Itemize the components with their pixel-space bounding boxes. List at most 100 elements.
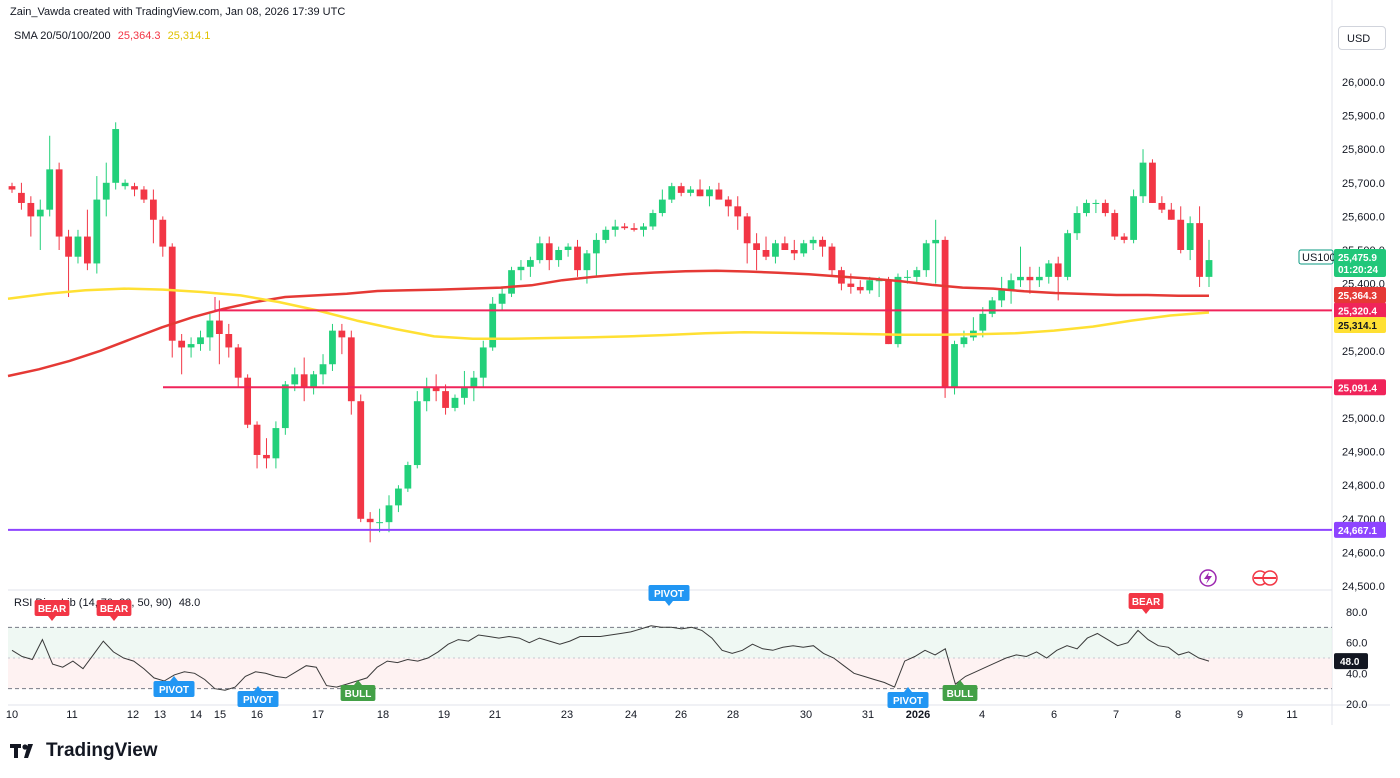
time-tick-label: 17 bbox=[312, 709, 324, 721]
candle-body bbox=[1017, 276, 1024, 281]
candle-body bbox=[178, 340, 186, 348]
candle-body bbox=[140, 189, 148, 200]
candle-body bbox=[1158, 202, 1166, 210]
rsi-tag-bear[interactable]: BEAR bbox=[1128, 593, 1164, 614]
rsi-tag-arrow bbox=[110, 616, 118, 621]
candle-body bbox=[1177, 219, 1185, 250]
sma-legend-label: SMA 20/50/100/200 bbox=[14, 30, 111, 42]
rsi-tag-arrow bbox=[48, 616, 56, 621]
candle-body bbox=[706, 189, 713, 197]
candle-body bbox=[960, 337, 968, 345]
candle-body bbox=[1083, 202, 1090, 214]
candle-body bbox=[1101, 202, 1109, 214]
candle-body bbox=[1120, 236, 1128, 240]
rsi-tag-arrow bbox=[1142, 609, 1150, 614]
candle-body bbox=[8, 186, 16, 190]
candle-body bbox=[1205, 260, 1213, 277]
rsi-tag-label: PIVOT bbox=[159, 685, 189, 696]
candle-body bbox=[809, 239, 817, 244]
time-tick-label: 16 bbox=[251, 709, 263, 721]
rsi-tag-box bbox=[237, 691, 279, 707]
candle-body bbox=[1130, 196, 1137, 240]
rsi-tag-label: BEAR bbox=[100, 604, 129, 615]
rsi-tag-pivot[interactable]: PIVOT bbox=[887, 687, 929, 708]
sma-legend-value-red: 25,364.3 bbox=[117, 30, 161, 42]
rsi-tag-box bbox=[340, 685, 376, 701]
candle-body bbox=[300, 374, 308, 388]
rsi-tag-pivot[interactable]: PIVOT bbox=[153, 676, 195, 697]
candle-body bbox=[951, 344, 958, 388]
candles-group bbox=[8, 122, 1213, 543]
candle-body bbox=[461, 387, 468, 398]
candle-body bbox=[347, 337, 355, 402]
lightning-icon-bolt bbox=[1204, 572, 1212, 584]
rsi-tag-bull[interactable]: BULL bbox=[942, 680, 978, 701]
rsi-tag-bull[interactable]: BULL bbox=[340, 680, 376, 701]
rsi-value-label: 48.0 bbox=[1340, 657, 1360, 668]
candle-body bbox=[828, 246, 836, 271]
rsi-tick-label: 60.0 bbox=[1346, 638, 1367, 650]
price-tick-label: 26,000.0 bbox=[1342, 77, 1385, 89]
candle-body bbox=[649, 213, 657, 227]
time-tick-label: 30 bbox=[800, 709, 812, 721]
sma-legend[interactable]: SMA 20/50/100/200 25,364.3 25,314.1 bbox=[14, 30, 210, 42]
rsi-tag-arrow bbox=[665, 601, 673, 606]
time-tick-label: 4 bbox=[979, 709, 985, 721]
rsi-tag-label: BEAR bbox=[1132, 597, 1161, 608]
candle-body bbox=[545, 243, 553, 261]
candle-body bbox=[291, 374, 299, 385]
candle-body bbox=[442, 391, 449, 408]
candle-body bbox=[885, 280, 892, 345]
rsi-tag-box bbox=[96, 600, 132, 616]
candle-body bbox=[564, 246, 572, 250]
candle-body bbox=[630, 228, 638, 230]
price-tick-label: 24,600.0 bbox=[1342, 547, 1385, 559]
rsi-tag-bear[interactable]: BEAR bbox=[34, 600, 70, 621]
sma-yellow-price-label: 25,314.1 bbox=[1338, 321, 1377, 332]
time-tick-label: 18 bbox=[377, 709, 389, 721]
candle-body bbox=[1045, 263, 1053, 277]
rsi-tag-label: BULL bbox=[345, 689, 372, 700]
rsi-tag-pivot[interactable]: PIVOT bbox=[648, 585, 690, 606]
candle-body bbox=[979, 313, 987, 331]
candle-body bbox=[640, 226, 647, 230]
candle-body bbox=[376, 522, 383, 524]
resistance-line-price-label: 25,320.4 bbox=[1338, 306, 1377, 317]
candle-body bbox=[423, 387, 431, 402]
candle-body bbox=[602, 229, 610, 240]
candle-body bbox=[526, 260, 534, 267]
candle-body bbox=[244, 377, 252, 425]
rsi-tag-bear[interactable]: BEAR bbox=[96, 600, 132, 621]
candle-body bbox=[338, 330, 346, 338]
candle-body bbox=[18, 192, 25, 203]
sma-legend-value-yellow: 25,314.1 bbox=[167, 30, 211, 42]
time-tick-label: 7 bbox=[1113, 709, 1119, 721]
candle-body bbox=[489, 303, 497, 348]
symbol-label: US100 bbox=[1302, 252, 1336, 264]
candle-body bbox=[696, 189, 704, 197]
candle-body bbox=[1092, 202, 1100, 204]
candle-body bbox=[357, 401, 365, 519]
candle-body bbox=[574, 246, 581, 271]
candle-body bbox=[724, 199, 732, 207]
candle-body bbox=[310, 374, 317, 388]
candle-body bbox=[93, 199, 101, 264]
rsi-tag-label: BULL bbox=[947, 689, 974, 700]
candle-body bbox=[762, 250, 770, 257]
tradingview-logo[interactable]: TradingView bbox=[10, 740, 158, 762]
rsi-tag-box bbox=[648, 585, 690, 601]
price-tick-label: 25,600.0 bbox=[1342, 211, 1385, 223]
us-events-icon[interactable] bbox=[1252, 570, 1278, 586]
rsi-tag-pivot[interactable]: PIVOT bbox=[237, 686, 279, 707]
candle-body bbox=[281, 384, 289, 429]
countdown-label: 01:20:24 bbox=[1338, 265, 1378, 276]
price-tick-label: 24,500.0 bbox=[1342, 581, 1385, 593]
time-tick-label: 31 bbox=[862, 709, 874, 721]
sma-red-line bbox=[7, 269, 1209, 378]
candle-body bbox=[36, 209, 44, 217]
currency-button[interactable]: USD bbox=[1338, 26, 1386, 50]
candle-body bbox=[234, 347, 242, 378]
lightning-icon[interactable] bbox=[1199, 569, 1217, 587]
candle-body bbox=[904, 276, 911, 278]
